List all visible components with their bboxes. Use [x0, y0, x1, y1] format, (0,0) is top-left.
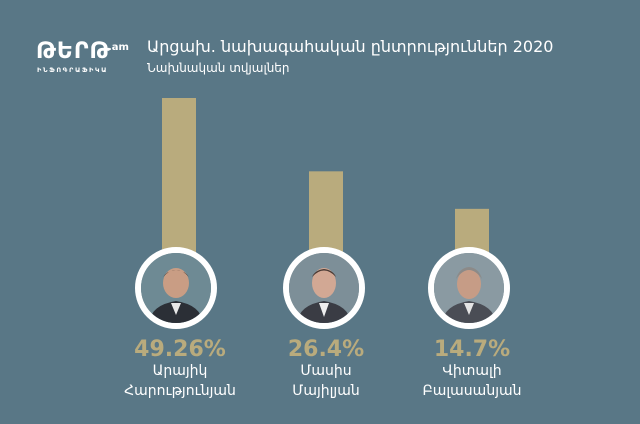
candidate-photo-3 — [428, 247, 510, 329]
value-label-3: 14.7% — [433, 337, 511, 362]
candidate-first-name-1: Արայիկ — [152, 363, 208, 379]
candidate-last-name-1: Հարությունյան — [124, 383, 236, 399]
bar-2 — [309, 171, 343, 256]
candidate-photo-2 — [283, 247, 365, 329]
candidate-name-2: Մասիս Մայիլյան — [246, 361, 406, 401]
logo-text: ԹԵՐԹ — [36, 39, 111, 64]
logo-domain: .am — [108, 42, 129, 53]
candidate-photo-1 — [135, 247, 217, 329]
candidate-name-3: Վիտալի Բալասանյան — [392, 361, 552, 401]
candidate-name-1: Արայիկ Հարությունյան — [100, 361, 260, 401]
brand-logo: ԹԵՐԹ .am ԻՆՖՈԳՐԱՖԻԿԱ — [36, 40, 132, 80]
logo-tagline: ԻՆՖՈԳՐԱՖԻԿԱ — [37, 66, 109, 74]
candidate-last-name-3: Բալասանյան — [422, 383, 522, 399]
value-label-1: 49.26% — [134, 337, 226, 362]
value-label-2: 26.4% — [287, 337, 365, 362]
candidate-first-name-3: Վիտալի — [442, 363, 502, 379]
bar-1 — [162, 98, 196, 256]
candidate-first-name-2: Մասիս — [300, 363, 352, 379]
chart-subtitle: Նախնական տվյալներ — [147, 61, 290, 75]
chart-title: Արցախ. նախագահական ընտրություններ 2020 — [147, 37, 554, 56]
candidate-last-name-2: Մայիլյան — [292, 383, 360, 399]
